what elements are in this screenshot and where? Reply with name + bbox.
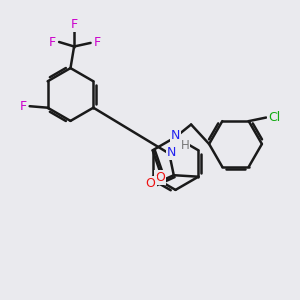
Text: Cl: Cl — [268, 111, 280, 124]
Text: F: F — [20, 100, 27, 113]
Text: F: F — [70, 18, 78, 31]
Text: O: O — [155, 171, 165, 184]
Text: H: H — [181, 139, 189, 152]
Text: F: F — [94, 36, 101, 50]
Text: N: N — [171, 129, 180, 142]
Text: O: O — [146, 177, 156, 190]
Text: N: N — [167, 146, 176, 159]
Text: F: F — [49, 35, 56, 49]
